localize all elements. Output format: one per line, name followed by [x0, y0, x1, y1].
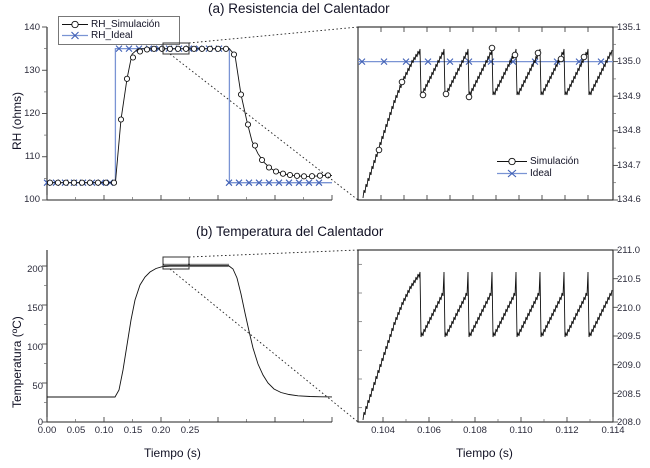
- panel-b-left-ytick-150: 150: [27, 303, 43, 314]
- panel-a-right-ytick-1349: 134.9: [617, 91, 641, 102]
- panel-a-right-ytick-1346: 134.6: [617, 194, 641, 205]
- panel-a-left-ytick-110: 110: [24, 151, 40, 162]
- circle-marker-icon: [71, 20, 79, 29]
- panel-b-left-ytick-50: 50: [32, 381, 43, 392]
- panel-b-zoom-leader-bottom: [169, 268, 359, 423]
- panel-a-right-ytick-1348: 134.8: [617, 125, 641, 136]
- panel-b-left-xtick-015: 0.15: [123, 425, 143, 436]
- panel-a-left-ytick-130: 130: [24, 65, 40, 76]
- panel-b-title: (b) Temperatura del Calentador: [196, 224, 384, 239]
- panel-a-left-ytick-140: 140: [24, 22, 40, 33]
- panel-b-right-xtick-0106: 0.106: [417, 425, 441, 436]
- panel-a-right-series-simulacion: [362, 48, 613, 199]
- panel-b-zoom-box: [162, 256, 190, 270]
- panel-b-left-ytick-0: 0: [37, 417, 43, 428]
- panel-b-left-xtick-010: 0.10: [94, 425, 114, 436]
- panel-b-right-ytick-2080: 208.0: [617, 417, 641, 428]
- panel-b-left-xlabel: Tiempo (s): [144, 446, 201, 460]
- panel-a-right-xticks: [380, 27, 589, 200]
- panel-b-left-xtick-025: 0.25: [180, 425, 200, 436]
- panel-b-right-xtick-0108: 0.108: [463, 425, 487, 436]
- panel-a-title: (a) Resistencia del Calentador: [208, 1, 390, 16]
- panel-a-right-ytick-1350: 135.0: [617, 56, 641, 67]
- legend-label-rh-ideal: RH_Ideal: [91, 30, 133, 41]
- legend-item-ideal: Ideal: [497, 168, 579, 179]
- panel-b-left-xtick-020: 0.20: [151, 425, 171, 436]
- panel-b-left-xtick-000: 0.00: [37, 425, 57, 436]
- panel-a-left-legend: RH_Simulación RH_Ideal: [58, 16, 180, 45]
- panel-b-right-axes: [357, 249, 614, 423]
- panel-b-right-xticks: [382, 417, 614, 422]
- cross-marker-icon: [71, 31, 79, 40]
- panel-b-right-series-temperatura: [362, 271, 613, 421]
- panel-b-right-xtick-0110: 0.110: [509, 425, 533, 436]
- panel-a-left-ytick-120: 120: [24, 108, 40, 119]
- panel-a-right-sim-markers: [375, 44, 588, 154]
- panel-b-right-ytick-2105: 210.5: [617, 274, 641, 285]
- panel-b-left-xticks: [46, 417, 333, 422]
- panel-b-left-ytick-200: 200: [27, 264, 43, 275]
- panel-a-right-ytick-1351: 135.1: [617, 22, 641, 33]
- panel-b-left-yticks: [42, 265, 47, 423]
- legend-label-ideal: Ideal: [530, 168, 552, 179]
- panel-a-zoom-box: [162, 42, 190, 55]
- panel-b-left-xtick-005: 0.05: [66, 425, 86, 436]
- panel-b-right-xtick-0114: 0.114: [601, 425, 625, 436]
- panel-a-left-xticks: [46, 195, 333, 200]
- panel-a-zoom-leader-top: [188, 26, 359, 44]
- panel-b-right-ytick-2085: 208.5: [617, 389, 641, 400]
- panel-b-right-ytick-2095: 209.5: [617, 331, 641, 342]
- panel-a-left-sim-markers: [46, 45, 332, 186]
- panel-a-right-legend: Simulación Ideal: [497, 156, 579, 180]
- panel-b-right-ytick-2100: 210.0: [617, 303, 641, 314]
- panel-b-left-plateau-ripple: [162, 263, 230, 268]
- panel-a-right-yticks: [613, 26, 618, 201]
- panel-b-left-ytick-100: 100: [27, 342, 43, 353]
- panel-b-right-xtick-0104: 0.104: [371, 425, 395, 436]
- legend-item-rh-simulacion: RH_Simulación: [62, 19, 179, 30]
- legend-label-rh-simulacion: RH_Simulación: [91, 19, 160, 30]
- panel-a-left-yticks: [42, 26, 47, 201]
- legend-item-rh-ideal: RH_Ideal: [62, 30, 179, 41]
- panel-a-left-ytick-100: 100: [24, 194, 40, 205]
- panel-a-right-ytick-1347: 134.7: [617, 160, 641, 171]
- circle-marker-icon: [508, 157, 516, 166]
- panel-b-right-ytick-2090: 209.0: [617, 360, 641, 371]
- panel-b-left-series-temperatura: [47, 265, 333, 398]
- legend-label-simulacion: Simulación: [530, 156, 579, 167]
- legend-item-simulacion: Simulación: [497, 156, 579, 167]
- panel-b-right-xtick-0112: 0.112: [555, 425, 579, 436]
- panel-b-right-yticks: [358, 249, 618, 423]
- panel-b-zoom-leader-top: [188, 249, 359, 258]
- panel-b-right-ytick-2110: 211.0: [617, 245, 641, 256]
- panel-b-right-xlabel: Tiempo (s): [456, 446, 513, 460]
- cross-marker-icon: [507, 169, 517, 178]
